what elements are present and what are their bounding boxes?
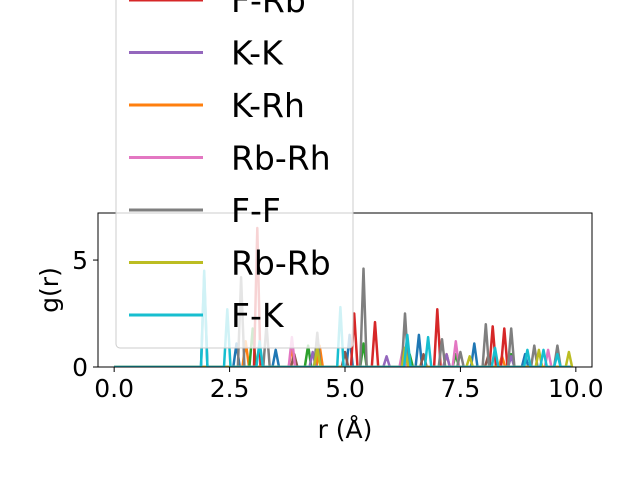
x-tick-label: 0.0 [94,374,134,403]
x-axis: 0.0 2.5 5.0 7.5 10.0 [94,367,604,403]
legend-label: Rb-Rb [231,244,331,283]
series-line-7 [114,267,572,367]
series-line-8 [114,346,574,367]
legend-label: K-Rh [231,86,305,125]
y-tick-label: 0 [72,353,88,382]
legend-label: F-Rb [231,0,306,20]
x-tick-label: 5.0 [325,374,365,403]
legend: F-Rb K-K K-Rh Rb-Rh F-F Rb-Rb F-K [115,0,354,349]
y-tick-label: 5 [72,246,88,275]
legend-label: K-K [231,34,284,73]
legend-label: F-F [231,191,281,230]
x-axis-label: r (Å) [318,415,373,444]
x-tick-label: 7.5 [441,374,481,403]
y-axis-label: g(r) [35,267,64,313]
x-tick-label: 2.5 [210,374,250,403]
series-line-4 [114,350,572,367]
y-axis: 05 [72,246,98,382]
x-tick-label: 10.0 [548,374,604,403]
legend-label: F-K [231,296,285,335]
legend-box [115,0,354,349]
legend-label: Rb-Rh [231,139,331,178]
